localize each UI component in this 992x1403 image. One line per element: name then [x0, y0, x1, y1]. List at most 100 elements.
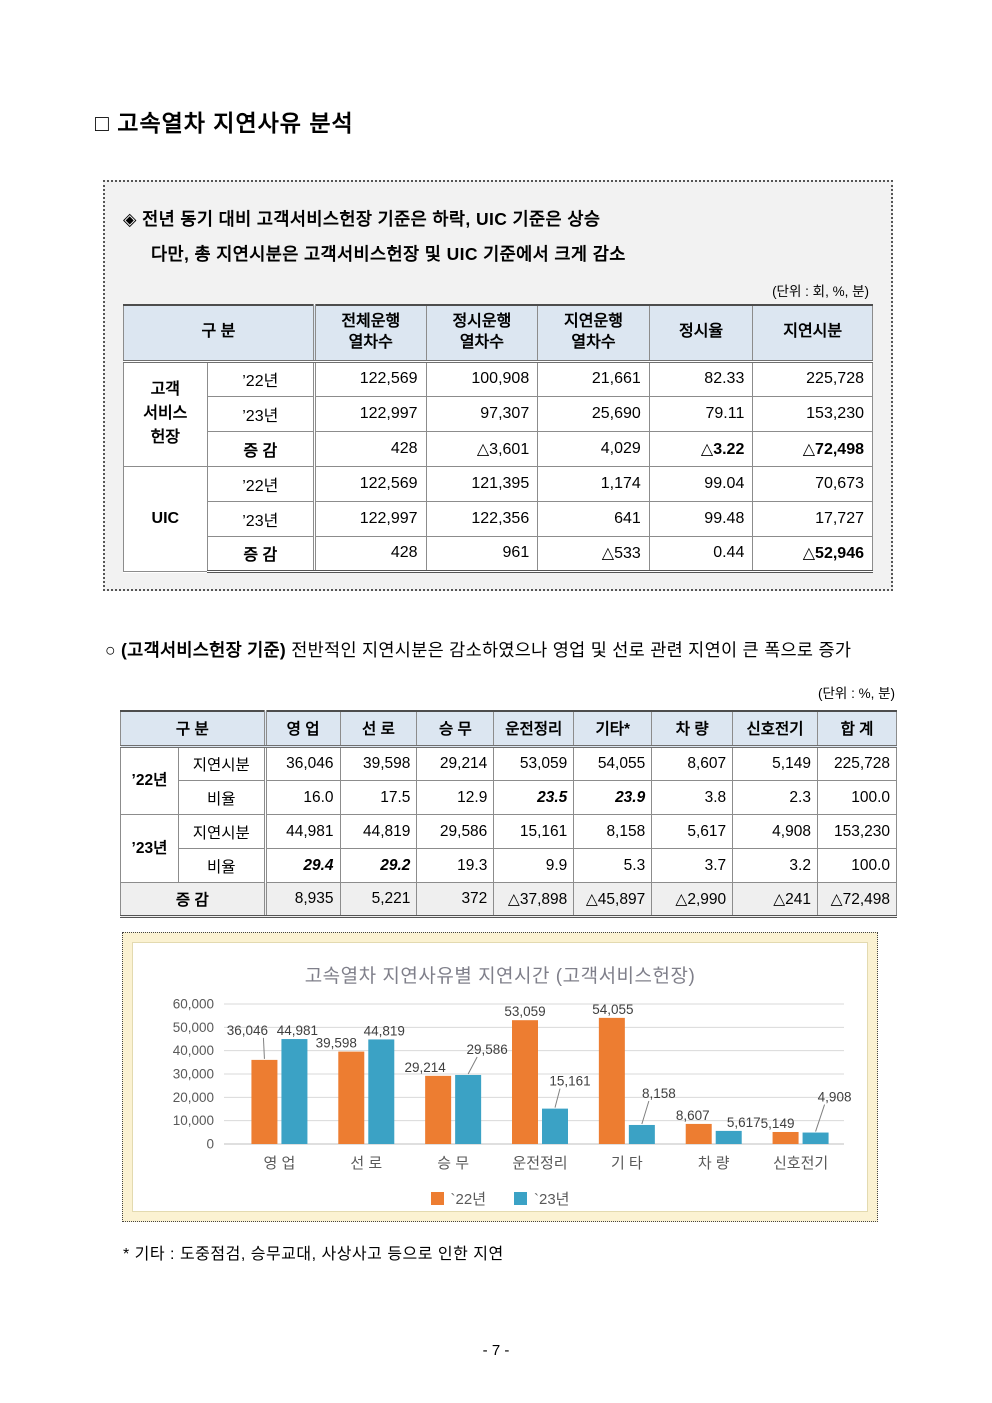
legend-label: `23년	[534, 1191, 570, 1208]
paragraph-text: 전반적인 지연시분은 감소하였으나 영업 및 선로 관련 지연이 큰 폭으로 증…	[291, 639, 852, 660]
column-header: 차 량	[651, 709, 734, 748]
table-cell: 44,981	[263, 814, 341, 849]
table-row: UIC ’22년 122,569 121,395 1,174 99.04 70,673	[123, 465, 873, 572]
column-header: 지연운행 열차수	[537, 304, 650, 363]
bar-23	[628, 1124, 655, 1144]
chart-frame: 고속열차 지연사유별 지연시간 (고객서비스헌장) 0 10,000 20,000 3…	[122, 932, 878, 1222]
row-label: 증 감	[206, 430, 315, 467]
table-cell: 122,569	[312, 465, 427, 502]
column-header: 영 업	[263, 709, 341, 748]
column-header: 정시운행 열차수	[425, 304, 539, 363]
table2-unit-note: (단위 : %, 분)	[817, 685, 895, 701]
table-cell: 121,395	[425, 465, 539, 502]
table-cell: 9.9	[493, 848, 575, 883]
bar-23	[542, 1108, 568, 1144]
footnote: * 기타 : 도중점검, 승무교대, 사상사고 등으로 인한 지연	[123, 1246, 504, 1263]
column-header: 지연시분	[752, 304, 873, 363]
table1-unit-note: (단위 : 회, %, 분)	[772, 284, 869, 299]
table-cell: 1,174	[537, 465, 650, 502]
table-cell: 70,673	[752, 465, 873, 502]
paragraph-bold-text: (고객서비스헌장 기준)	[121, 639, 287, 660]
bar-22	[338, 1051, 365, 1144]
delay-bar-chart: 0 10,000 20,000 30,000 40,000 50,000 60,000 36,…	[173, 997, 852, 1173]
table-cell: 15,161	[493, 814, 575, 849]
table-cell: 16.0	[263, 780, 341, 815]
table-cell: 97,307	[425, 395, 539, 432]
bar-label: 54,055	[592, 1002, 633, 1017]
bar-22	[772, 1131, 799, 1144]
y-tick-label: 10,000	[173, 1113, 214, 1128]
table-cell: 29,586	[416, 814, 495, 849]
table-cell: 12.9	[416, 780, 495, 815]
cell-value: △52,946	[802, 545, 864, 562]
table-cell: 122,997	[312, 395, 427, 432]
bar-22	[598, 1017, 625, 1144]
page-number: - 7 -	[482, 1342, 510, 1359]
table-cell: 23.9	[573, 780, 653, 815]
table-cell: 82.33	[648, 360, 754, 397]
table-cell: 122,997	[312, 500, 427, 537]
row-label: ’23년	[206, 500, 315, 537]
table-cell: 44,819	[339, 814, 418, 849]
bar-label: 8,158	[642, 1086, 676, 1101]
bar-label: 15,161	[549, 1074, 590, 1089]
table-cell: 372	[416, 882, 495, 918]
column-header: 정시율	[648, 304, 754, 363]
table-cell: 17.5	[339, 780, 418, 815]
document-page: □ 고속열차 지연사유 분석 ◈ 전년 동기 대비 고객서비스헌장 기준은 하락…	[95, 110, 898, 1359]
cell-value: 23.5	[537, 788, 568, 806]
table-cell: 53,059	[493, 746, 575, 781]
x-category-label: 운전정리	[512, 1155, 567, 1172]
table-header-row: 구 분 전체운행 열차수 정시운행 열차수 지연운행 열차수 정시율 지연시분	[123, 304, 873, 363]
row-label: ’22년	[206, 465, 315, 502]
bar-22	[425, 1075, 452, 1144]
x-category-label: 신호전기	[773, 1155, 828, 1172]
circle-bullet-icon: ○	[105, 639, 116, 660]
table-cell: △241	[732, 882, 818, 918]
table-cell: 153,230	[816, 814, 898, 849]
column-header: 기타*	[573, 709, 653, 748]
table-cell: 99.48	[648, 500, 754, 537]
y-tick-label: 60,000	[173, 997, 214, 1012]
column-header: 합 계	[816, 709, 898, 748]
table-cell: △72,498	[816, 882, 898, 918]
bar-label: 39,598	[316, 1036, 357, 1051]
chart-title: 고속열차 지연사유별 지연시간 (고객서비스헌장)	[304, 966, 696, 987]
table-cell: 2.3	[732, 780, 818, 815]
table-cell: 641	[537, 500, 650, 537]
leader-line	[815, 1104, 826, 1132]
table-cell: 100.0	[816, 780, 898, 815]
x-category-label: 기 타	[611, 1155, 643, 1172]
highlight-line-2: 다만, 총 지연시분은 고객서비스헌장 및 UIC 기준에서 크게 감소	[151, 244, 626, 264]
table-cell: 25,690	[537, 395, 650, 432]
legend-swatch-icon	[430, 1192, 444, 1205]
leader-line	[467, 1056, 478, 1075]
table-cell: 5,221	[339, 882, 418, 918]
table-cell: △37,898	[493, 882, 575, 918]
x-category-label: 영 업	[264, 1155, 296, 1172]
y-tick-label: 40,000	[173, 1043, 214, 1058]
table-row: 고객 서비스 헌장 ’22년 122,569 100,908 21,661 82.33 22…	[123, 360, 873, 467]
column-header: 신호전기	[732, 709, 818, 748]
leader-line	[554, 1088, 561, 1108]
table-cell: 428	[312, 535, 427, 573]
row-label: ’22년	[206, 360, 315, 397]
column-header: 구 분	[120, 709, 266, 748]
row-label: 비율	[177, 848, 266, 883]
table-row: ’23년 122,997 122,356 641 99.48 17,727	[124, 500, 873, 537]
y-tick-label: 0	[206, 1137, 214, 1152]
chart-legend: `22년 `23년	[144, 1188, 856, 1209]
table-cell: △45,897	[573, 882, 653, 918]
table-cell: 225,728	[752, 360, 873, 397]
table-cell: 8,935	[263, 882, 341, 918]
cell-value: △3.22	[700, 440, 745, 458]
table-cell: 4,908	[732, 814, 818, 849]
column-header: 구 분	[123, 304, 315, 363]
cell-value: 29.4	[303, 856, 334, 874]
page-title: □ 고속열차 지연사유 분석	[95, 110, 354, 136]
table-cell: 19.3	[416, 848, 495, 883]
legend-item: `23년	[514, 1188, 569, 1209]
table-cell: 3.7	[651, 848, 734, 883]
